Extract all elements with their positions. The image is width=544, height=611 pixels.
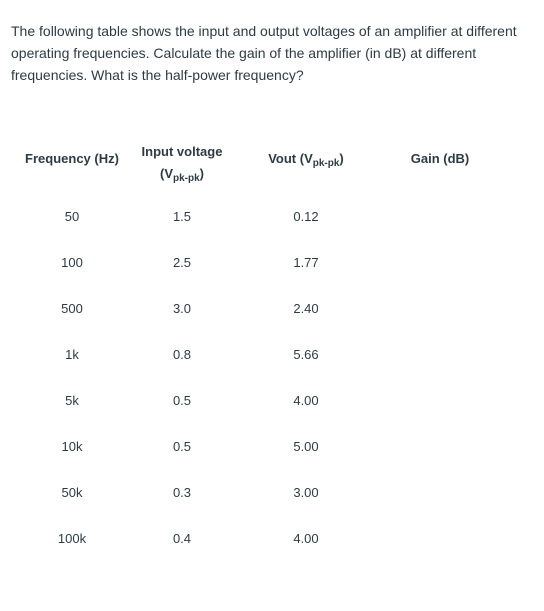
cell-input-voltage: 0.8 <box>172 347 192 362</box>
cell-input-voltage: 0.4 <box>172 531 192 546</box>
cell-vout: 3.00 <box>293 485 319 500</box>
cell-vout: 1.77 <box>293 255 319 270</box>
header-vout-main: Vout (V <box>268 151 313 166</box>
header-vout-close: ) <box>339 151 344 166</box>
cell-frequency: 50k <box>61 485 83 500</box>
question-text: The following table shows the input and … <box>11 20 541 86</box>
table-row: 100k 0.4 4.00 <box>0 531 544 551</box>
cell-frequency: 50 <box>64 209 80 224</box>
cell-vout: 5.00 <box>293 439 319 454</box>
cell-vout: 4.00 <box>293 531 319 546</box>
header-vout: Vout (Vpk-pk) <box>246 151 366 169</box>
cell-vout: 5.66 <box>293 347 319 362</box>
table-row: 50 1.5 0.12 <box>0 209 544 229</box>
cell-frequency: 100k <box>57 531 87 546</box>
header-input-open: (V <box>159 166 173 181</box>
table-row: 100 2.5 1.77 <box>0 255 544 275</box>
cell-frequency: 500 <box>61 301 83 316</box>
header-input-line1: Input voltage <box>141 144 223 159</box>
cell-input-voltage: 0.5 <box>172 439 192 454</box>
table-row: 1k 0.8 5.66 <box>0 347 544 367</box>
cell-vout: 0.12 <box>293 209 319 224</box>
cell-frequency: 100 <box>61 255 83 270</box>
header-input-line2: (Vpk-pk) <box>122 163 242 185</box>
cell-input-voltage: 1.5 <box>172 209 192 224</box>
table-row: 50k 0.3 3.00 <box>0 485 544 505</box>
cell-frequency: 5k <box>65 393 79 408</box>
cell-vout: 4.00 <box>293 393 319 408</box>
cell-input-voltage: 0.3 <box>172 485 192 500</box>
header-input-voltage: Input voltage (Vpk-pk) <box>122 141 242 185</box>
cell-input-voltage: 2.5 <box>172 255 192 270</box>
header-input-close: ) <box>199 166 204 181</box>
table-row: 5k 0.5 4.00 <box>0 393 544 413</box>
cell-input-voltage: 0.5 <box>172 393 192 408</box>
header-frequency: Frequency (Hz) <box>25 151 119 166</box>
cell-frequency: 10k <box>61 439 83 454</box>
table-row: 500 3.0 2.40 <box>0 301 544 321</box>
cell-vout: 2.40 <box>293 301 319 316</box>
header-gain: Gain (dB) <box>410 151 470 166</box>
question-paragraph: The following table shows the input and … <box>11 23 517 83</box>
header-input-sub: pk-pk <box>172 173 200 184</box>
cell-input-voltage: 3.0 <box>172 301 192 316</box>
table-row: 10k 0.5 5.00 <box>0 439 544 459</box>
header-vout-sub: pk-pk <box>312 158 340 169</box>
cell-frequency: 1k <box>65 347 79 362</box>
